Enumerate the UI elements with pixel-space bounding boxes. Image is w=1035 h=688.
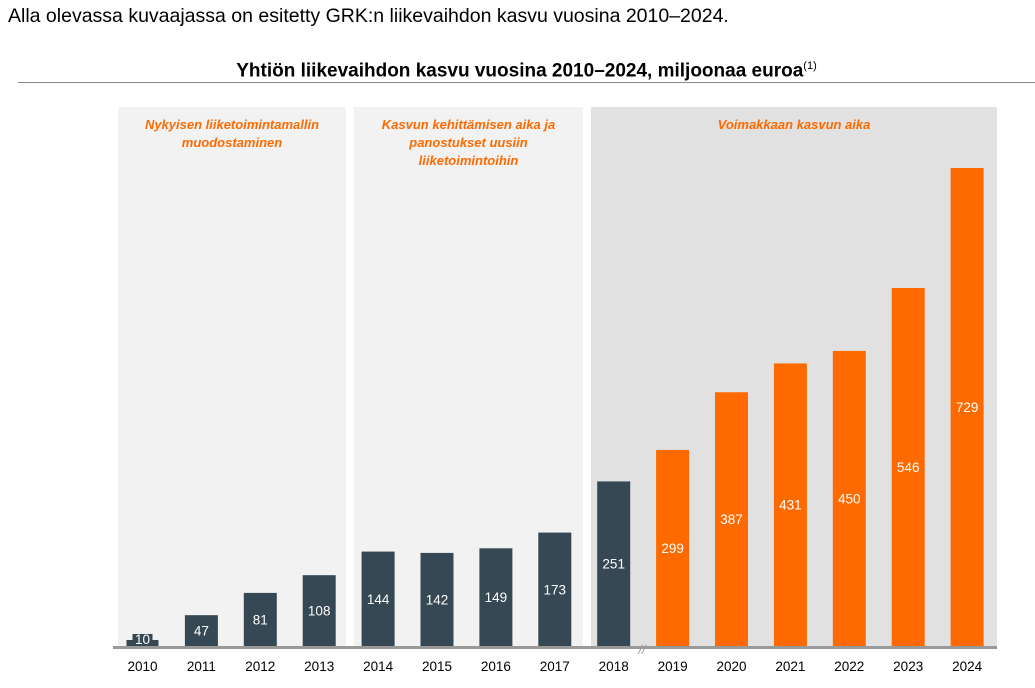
bar: [538, 532, 572, 646]
data-label: 144: [367, 592, 390, 607]
bar: [361, 551, 395, 646]
phase-label-line: Kasvun kehittämisen aika ja: [382, 117, 555, 132]
x-tick-label: 2013: [304, 659, 334, 674]
bar: [184, 615, 218, 646]
data-label: 81: [253, 612, 268, 627]
phase-panel: [118, 107, 346, 646]
title-divider: [18, 82, 1035, 83]
x-tick-label: 2012: [245, 659, 275, 674]
x-tick-label: 2020: [716, 659, 746, 674]
x-tick-label: 2011: [187, 659, 216, 674]
data-label: 299: [661, 541, 684, 556]
bar: [597, 481, 631, 646]
bar: [420, 552, 454, 646]
phase-label-line: Nykyisen liiketoimintamallin: [145, 117, 319, 132]
bar: [715, 392, 748, 646]
bar: [479, 548, 513, 646]
x-tick-label: 2017: [540, 659, 570, 674]
bar: [656, 449, 690, 646]
x-tick-label: 2024: [952, 659, 983, 674]
x-tick-label: 2010: [127, 659, 157, 674]
phase-label-line: muodostaminen: [182, 135, 282, 150]
x-tick-label: 2018: [599, 659, 629, 674]
bar: [243, 592, 277, 646]
bar: [773, 363, 807, 646]
axis-break-marker: //: [638, 642, 648, 657]
data-label: 149: [485, 590, 508, 605]
bar: [950, 168, 984, 646]
data-label: 47: [194, 624, 209, 639]
data-label: 450: [838, 491, 861, 506]
data-label: 251: [602, 557, 625, 572]
title-footnote: (1): [803, 60, 817, 72]
x-tick-label: 2023: [893, 659, 923, 674]
phase-label-line: liiketoimintoihin: [419, 153, 519, 168]
x-tick-label: 2019: [658, 659, 688, 674]
phase-label: Nykyisen liiketoimintamallin muodostamine…: [145, 117, 319, 150]
bar: [832, 350, 866, 646]
x-tick-label: 2021: [775, 659, 805, 674]
data-label: 387: [720, 512, 743, 527]
data-label: 173: [544, 582, 567, 597]
data-label: 729: [956, 400, 979, 415]
intro-text: Alla olevassa kuvaajassa on esitetty GRK…: [8, 5, 729, 27]
phase-label: Voimakkaan kasvun aika: [718, 117, 871, 132]
data-label: 108: [308, 604, 331, 619]
x-axis-line: [113, 646, 997, 649]
bar-label-backing: [132, 634, 153, 646]
x-tick-label: 2014: [363, 659, 394, 674]
data-label: 142: [426, 592, 449, 607]
phase-label-line: panostukset uusiin: [408, 135, 528, 150]
bar: [302, 575, 336, 646]
x-tick-label: 2015: [422, 659, 452, 674]
x-tick-label: 2016: [481, 659, 511, 674]
data-label: 10: [135, 632, 150, 647]
x-tick-label: 2022: [834, 659, 864, 674]
data-label: 546: [897, 460, 920, 475]
phase-label-line: Voimakkaan kasvun aika: [718, 117, 871, 132]
data-label: 431: [779, 498, 802, 513]
bar: [891, 287, 925, 646]
chart-title: Yhtiön liikevaihdon kasvu vuosina 2010–2…: [18, 60, 1035, 82]
chart-title-text: Yhtiön liikevaihdon kasvu vuosina 2010–2…: [236, 60, 804, 82]
phase-label: Kasvun kehittämisen aika ja panostukset u…: [382, 117, 555, 168]
